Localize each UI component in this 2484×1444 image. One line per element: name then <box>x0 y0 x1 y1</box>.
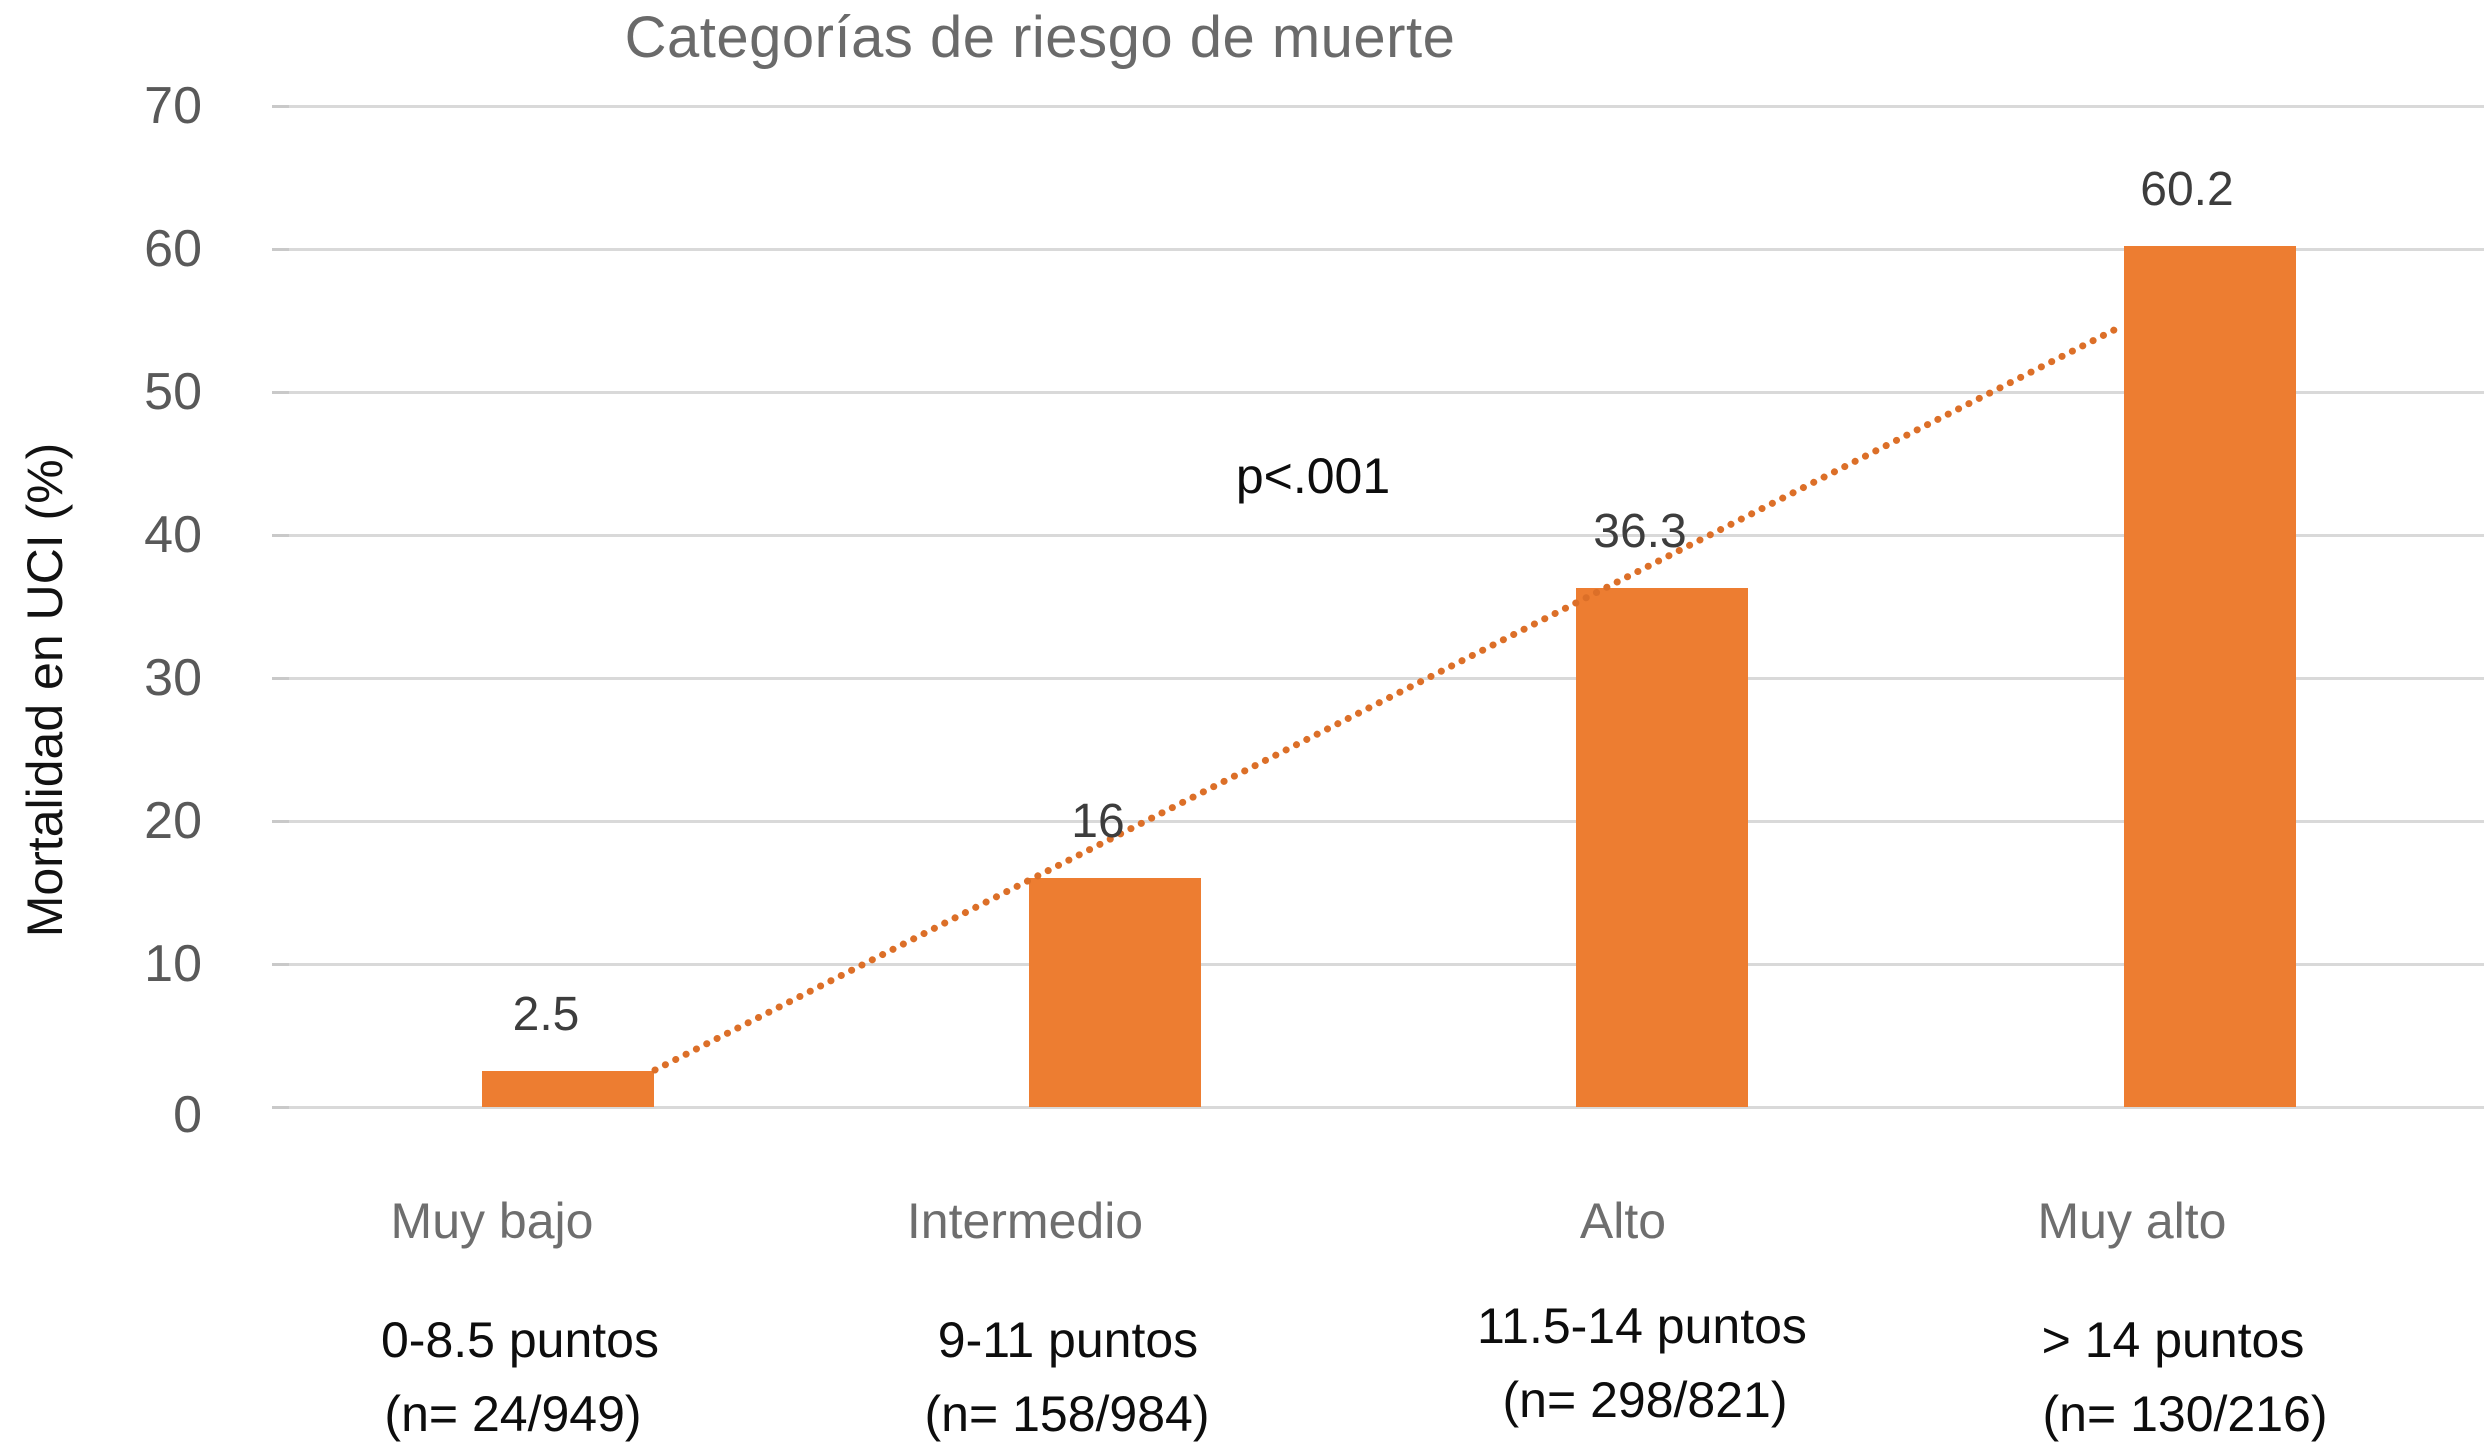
y-tick-label-60: 60 <box>144 220 202 278</box>
axis-tick-y30 <box>272 677 289 680</box>
category-label-1: Intermedio <box>906 1193 1144 1249</box>
chart-title: Categorías de riesgo de muerte <box>624 5 1456 70</box>
bar-value-label-1: 16 <box>1071 795 1125 848</box>
axis-tick-y40 <box>272 534 289 537</box>
bar-3 <box>2124 246 2296 1107</box>
y-tick-label-70: 70 <box>144 77 202 135</box>
bar-value-label-3: 60.2 <box>2140 163 2234 216</box>
bar-0 <box>482 1071 654 1107</box>
y-tick-label-30: 30 <box>144 649 202 707</box>
y-tick-label-20: 20 <box>144 792 202 850</box>
axis-tick-y70 <box>272 105 289 108</box>
y-axis-title: Mortalidad en UCI (%) <box>17 442 73 938</box>
category-label-0: Muy bajo <box>390 1193 594 1249</box>
gridline-y60 <box>288 248 2484 251</box>
axis-tick-y50 <box>272 391 289 394</box>
bar-value-label-0: 2.5 <box>512 988 580 1041</box>
category-range-label-0: 0-8.5 puntos <box>381 1312 659 1368</box>
p-value-annotation: p<.001 <box>1235 448 1391 504</box>
axis-tick-y0 <box>272 1106 289 1109</box>
category-label-2: Alto <box>1579 1193 1667 1249</box>
trendline-dotted <box>651 323 2124 1074</box>
category-count-label-3: (n= 130/216) <box>2042 1386 2328 1442</box>
y-tick-label-0: 0 <box>173 1086 202 1144</box>
bar-2 <box>1576 588 1748 1107</box>
category-count-label-0: (n= 24/949) <box>384 1386 642 1442</box>
y-tick-label-40: 40 <box>144 506 202 564</box>
category-range-label-2: 11.5-14 puntos <box>1477 1298 1807 1354</box>
axis-tick-y60 <box>272 248 289 251</box>
y-tick-label-50: 50 <box>144 363 202 421</box>
gridline-y0 <box>288 1106 2484 1109</box>
axis-tick-y20 <box>272 820 289 823</box>
category-count-label-1: (n= 158/984) <box>924 1386 1210 1442</box>
category-count-label-2: (n= 298/821) <box>1502 1372 1788 1428</box>
bar-1 <box>1029 878 1201 1107</box>
category-range-label-1: 9-11 puntos <box>937 1312 1199 1368</box>
gridline-y70 <box>288 105 2484 108</box>
axis-tick-y10 <box>272 963 289 966</box>
y-tick-label-10: 10 <box>144 935 202 993</box>
category-label-3: Muy alto <box>2037 1193 2227 1249</box>
category-range-label-3: > 14 puntos <box>2041 1312 2305 1368</box>
bar-value-label-2: 36.3 <box>1593 505 1687 558</box>
